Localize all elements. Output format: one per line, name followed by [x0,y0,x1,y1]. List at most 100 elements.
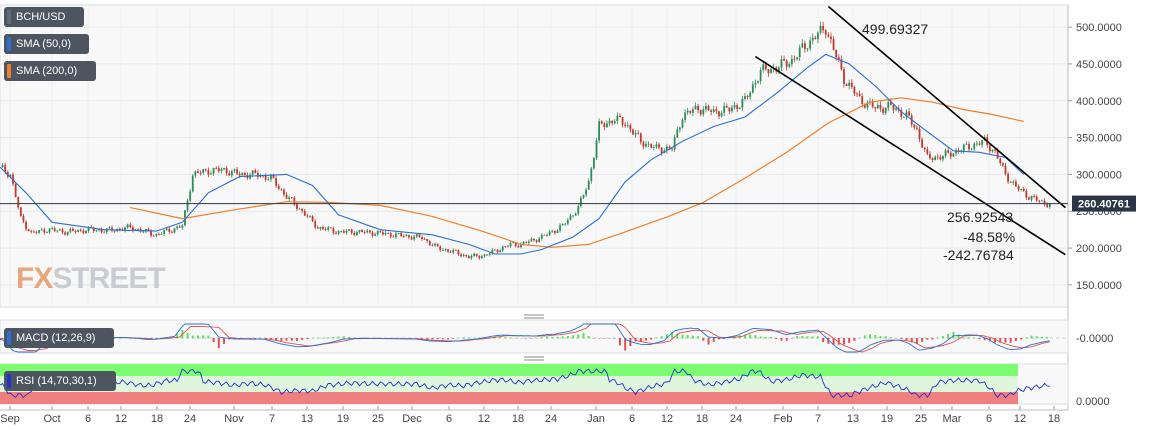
candle-body [1046,204,1049,208]
candle-body [569,215,572,220]
candle-body [225,168,228,174]
candle-body [1001,163,1004,166]
macd-histogram-bar [447,338,450,340]
candle-body [572,215,574,217]
candle-body [595,140,598,158]
current-price-badge [1072,195,1136,212]
macd-histogram-bar [900,338,903,339]
candle-body [230,170,233,176]
time-axis-label: 24 [184,413,196,425]
macd-histogram-bar [514,337,517,339]
macd-histogram-bar [155,338,158,339]
macd-histogram-bar [535,337,538,339]
candle-body [814,37,817,40]
candle-body [215,168,218,169]
candle-body [272,174,275,179]
candle-body [301,208,304,211]
macd-histogram-bar [869,334,872,339]
candle-body [780,59,783,68]
candle-body [965,144,968,145]
macd-histogram-bar [118,337,121,339]
candle-body [527,241,530,243]
candle-body [999,158,1002,164]
candle-body [598,121,601,141]
candle-body [361,230,363,233]
candle-body [501,246,504,251]
macd-histogram-bar [587,336,590,339]
candle-body [405,234,408,237]
candle-body [603,123,606,128]
macd-histogram-bar [348,336,351,339]
macd-histogram-bar [519,337,522,339]
candle-body [251,170,254,175]
candle-body [981,140,983,145]
macd-histogram-bar [337,336,340,339]
macd-histogram-bar [301,338,304,341]
candle-body [460,254,462,257]
candle-body [686,110,689,113]
candle-body [382,232,384,235]
candle-body [738,107,741,109]
candle-body [243,172,246,176]
candle-body [418,234,421,238]
candle-body [178,226,181,228]
rsi-neutral-zone [0,376,1018,392]
candle-body [840,59,843,70]
channel-upper-line [827,5,1066,209]
candle-body [371,232,374,236]
candle-body [410,237,413,240]
time-axis-label: Oct [43,413,60,425]
macd-histogram-bar [608,338,611,339]
macd-histogram-bar [499,336,502,339]
macd-histogram-bar [660,336,663,339]
candle-body [25,221,27,230]
candle-body [366,230,369,233]
candle-body [345,230,348,233]
candle-body [793,58,796,60]
macd-histogram-bar [665,334,668,339]
candle-body [30,231,33,232]
macd-histogram-bar [509,337,512,339]
time-axis-label: 25 [372,413,384,425]
macd-histogram-bar [196,335,199,339]
candle-body [853,87,856,94]
candle-body [189,191,192,201]
candle-body [1038,200,1041,202]
candle-body [389,233,392,237]
candle-body [949,152,952,157]
candle-body [384,232,387,235]
rsi-oversold-zone [0,392,1018,404]
legend-rsi-swatch [7,374,11,388]
candle-body [1043,200,1046,205]
candle-body [111,227,113,231]
macd-histogram-bar [832,338,835,345]
candle-body [1025,190,1028,198]
candle-body [788,64,791,67]
candle-body [87,226,90,231]
candle-body [678,127,681,130]
candle-body [637,132,640,134]
candle-body [254,170,257,173]
candle-body [14,183,17,198]
candle-body [488,253,491,256]
macd-histogram-bar [410,338,413,339]
candle-body [439,246,442,251]
candle-body [150,231,152,236]
candle-body [1020,188,1023,190]
candle-body [611,120,614,124]
candle-body [1012,181,1015,183]
candle-body [144,228,147,232]
candle-body [171,231,173,233]
candle-body [970,148,973,150]
candle-body [514,242,517,246]
macd-histogram-bar [712,338,715,342]
candle-body [652,147,655,148]
candle-body [533,238,535,241]
macd-histogram-bar [572,335,575,339]
candle-body [147,228,150,232]
candle-body [728,107,731,112]
macd-histogram-bar [217,338,220,349]
candle-body [256,172,259,177]
candle-body [939,156,942,160]
candle-body [470,255,473,259]
